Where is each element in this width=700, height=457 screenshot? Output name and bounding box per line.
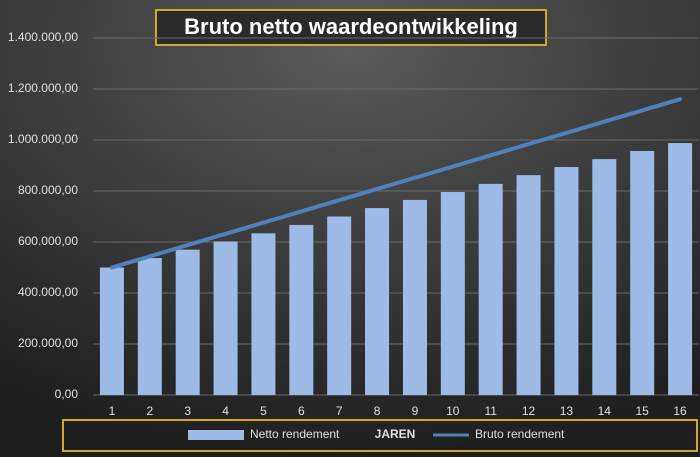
x-tick-label: 7: [336, 404, 343, 418]
x-tick-label: 4: [222, 404, 229, 418]
bar: [402, 199, 427, 395]
x-tick-label: 10: [446, 404, 460, 418]
title-box: [155, 9, 547, 46]
y-tick-label: 600.000,00: [18, 234, 78, 248]
y-tick-label: 1.400.000,00: [8, 30, 78, 44]
bar: [668, 143, 693, 395]
legend-box: [62, 419, 698, 452]
line: [109, 97, 683, 270]
bar: [213, 241, 238, 395]
chart-title: Bruto netto waardeontwikkeling: [184, 14, 518, 39]
y-tick-label: 1.000.000,00: [8, 132, 78, 146]
x-tick-label: 9: [412, 404, 419, 418]
bar: [478, 183, 503, 395]
x-tick-label: 8: [374, 404, 381, 418]
x-tick-label: 14: [598, 404, 612, 418]
x-axis-title: JAREN: [375, 427, 416, 441]
bar: [175, 249, 200, 395]
y-tick-label: 800.000,00: [18, 183, 78, 197]
y-tick-label: 1.200.000,00: [8, 81, 78, 95]
y-tick-label: 0,00: [55, 387, 79, 401]
x-tick-label: 5: [260, 404, 267, 418]
bar: [289, 224, 314, 395]
x-tick-label: 11: [484, 404, 497, 418]
bar: [554, 167, 579, 395]
y-tick-label: 200.000,00: [18, 336, 78, 350]
bar: [440, 192, 465, 395]
bar: [251, 233, 276, 395]
bar: [592, 159, 617, 395]
bar: [137, 258, 162, 395]
legend-label: Netto rendement: [250, 427, 340, 441]
bar: [99, 267, 124, 395]
bar: [516, 175, 541, 395]
x-tick-label: 15: [636, 404, 650, 418]
bar: [365, 208, 390, 395]
x-tick-label: 3: [184, 404, 191, 418]
x-tick-label: 13: [560, 404, 574, 418]
x-tick-label: 12: [522, 404, 536, 418]
x-tick-label: 1: [109, 404, 116, 418]
y-tick-label: 400.000,00: [18, 285, 78, 299]
legend-swatch: [188, 430, 244, 440]
x-tick-label: 16: [673, 404, 687, 418]
bar: [327, 216, 352, 395]
x-tick-label: 6: [298, 404, 305, 418]
bar: [630, 150, 655, 395]
x-tick-label: 2: [146, 404, 153, 418]
legend-label: Bruto rendement: [475, 427, 565, 441]
